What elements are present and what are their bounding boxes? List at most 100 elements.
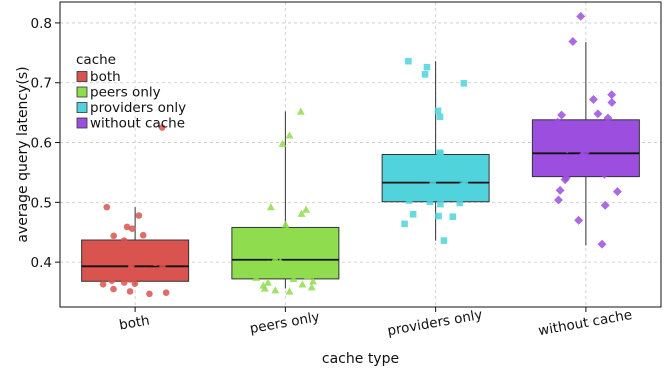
data-point [568, 37, 578, 46]
data-point [437, 200, 444, 208]
data-point [278, 139, 287, 147]
data-point [252, 273, 261, 281]
legend-swatch [76, 86, 88, 98]
data-point [271, 254, 280, 262]
data-point [597, 239, 607, 249]
data-point [127, 265, 135, 273]
data-point [405, 57, 412, 65]
data-point [294, 266, 303, 274]
data-point [458, 160, 466, 167]
data-point [421, 71, 429, 78]
data-point [599, 169, 609, 179]
data-point [560, 175, 570, 185]
data-point [134, 242, 141, 250]
data-point [555, 185, 565, 195]
data-point [120, 269, 128, 276]
data-point [103, 203, 111, 211]
data-point [142, 273, 149, 281]
data-point [426, 198, 434, 206]
data-point [452, 163, 459, 171]
data-point [110, 285, 117, 293]
data-point [432, 191, 439, 199]
data-point [440, 237, 448, 244]
data-point [120, 279, 128, 286]
data-point [607, 98, 617, 107]
y-tick-label: 0.5 [31, 195, 52, 211]
legend-swatch [76, 117, 88, 129]
y-axis-title: average query latency(s) [15, 66, 31, 242]
data-point [459, 182, 467, 189]
data-point [559, 155, 569, 165]
data-point [303, 271, 312, 280]
data-point [146, 290, 153, 298]
legend-label: providers only [90, 100, 186, 116]
data-point [303, 251, 312, 259]
data-point [135, 212, 143, 219]
data-point [423, 63, 431, 71]
data-point [282, 230, 291, 238]
data-point [442, 174, 450, 182]
box-without-cache [531, 119, 640, 178]
x-axis-title: cache type [322, 351, 399, 367]
data-point [409, 211, 417, 218]
data-point [562, 144, 572, 154]
data-point [287, 239, 296, 247]
data-point [434, 107, 442, 115]
data-point [281, 220, 290, 228]
data-point [612, 187, 622, 197]
data-point [110, 232, 118, 240]
data-point [607, 90, 617, 100]
data-point [275, 246, 284, 254]
data-point [297, 209, 306, 217]
data-point [436, 152, 444, 159]
data-point [285, 131, 294, 139]
data-point [285, 287, 294, 295]
data-point [312, 262, 321, 271]
data-point [152, 248, 159, 255]
data-point [593, 109, 603, 119]
data-point [435, 212, 442, 220]
data-point [120, 237, 128, 244]
data-point [412, 167, 420, 175]
data-point [588, 95, 598, 104]
data-point [553, 117, 563, 127]
data-point [135, 272, 143, 279]
data-point [289, 274, 298, 283]
legend-swatch [76, 71, 88, 82]
data-point [163, 255, 171, 263]
data-point [271, 286, 280, 294]
data-point [126, 288, 134, 295]
y-tick-label: 0.4 [31, 255, 52, 271]
data-point [589, 130, 599, 140]
data-point [250, 233, 259, 241]
data-point [554, 195, 563, 205]
legend-label: both [90, 69, 121, 85]
legend-label: peers only [90, 85, 161, 101]
data-point [401, 220, 408, 228]
data-point [405, 197, 413, 204]
data-points [99, 11, 622, 298]
data-point [128, 225, 136, 232]
data-point [99, 280, 107, 288]
data-point [264, 259, 273, 268]
data-point [266, 203, 275, 211]
y-tick-label: 0.6 [31, 136, 52, 152]
data-point [276, 257, 285, 265]
data-point [603, 113, 613, 123]
data-point [577, 151, 587, 161]
data-point [551, 158, 561, 168]
plot-frame [59, 1, 662, 308]
data-point [309, 277, 318, 285]
data-point [123, 223, 131, 231]
data-point [282, 225, 291, 233]
legend-label: without cache [90, 116, 185, 132]
data-point [148, 270, 156, 277]
data-point [460, 80, 468, 87]
data-point [449, 213, 457, 220]
data-point [557, 110, 567, 120]
data-point [448, 171, 455, 179]
data-point [567, 121, 577, 131]
data-point [111, 251, 118, 258]
